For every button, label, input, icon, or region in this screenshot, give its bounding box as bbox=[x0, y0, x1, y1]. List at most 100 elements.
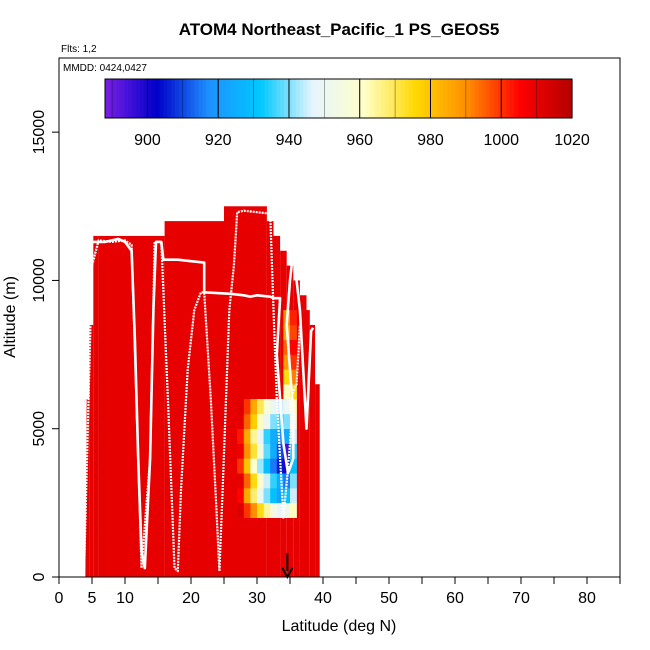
x-tick-label-0: 0 bbox=[55, 590, 64, 607]
heat-cell-48 bbox=[257, 428, 264, 444]
colorbar-swatch-99 bbox=[490, 79, 495, 118]
colorbar-swatch-12 bbox=[151, 79, 157, 118]
heat-cell-83 bbox=[290, 310, 297, 326]
heat-cell-9 bbox=[237, 488, 245, 504]
colorbar-swatch-17 bbox=[171, 79, 176, 118]
colorbar-swatch-24 bbox=[198, 79, 203, 118]
colorbar-swatch-78 bbox=[408, 79, 414, 118]
heat-cell-27 bbox=[237, 458, 245, 474]
colorbar-swatch-115 bbox=[552, 79, 558, 118]
colorbar-swatch-15 bbox=[163, 79, 168, 118]
colorbar-swatch-9 bbox=[140, 79, 145, 118]
colorbar-swatch-53 bbox=[311, 79, 316, 118]
colorbar-swatch-94 bbox=[470, 79, 476, 118]
heatmap-layer bbox=[84, 206, 320, 578]
colorbar-swatch-23 bbox=[194, 79, 199, 118]
colorbar-swatch-104 bbox=[509, 79, 515, 118]
colorbar-swatch-117 bbox=[560, 79, 565, 118]
heat-cell-54 bbox=[237, 413, 245, 430]
y-tick-label-1: 5000 bbox=[31, 411, 48, 447]
heat-cell-77 bbox=[290, 354, 297, 370]
colorbar-swatch-33 bbox=[233, 79, 238, 118]
colorbar-swatch-101 bbox=[498, 79, 503, 118]
x-tick-label-5: 40 bbox=[314, 590, 332, 607]
colorbar-frame bbox=[104, 78, 573, 119]
colorbar-swatch-84 bbox=[431, 79, 437, 118]
colorbar-swatch-2 bbox=[112, 79, 118, 118]
colorbar-swatch-67 bbox=[365, 79, 371, 118]
colorbar-swatch-108 bbox=[525, 79, 530, 118]
colorbar-swatch-82 bbox=[424, 79, 429, 118]
colorbar-tick-label-1: 920 bbox=[205, 132, 232, 149]
colorbar-swatch-4 bbox=[120, 79, 126, 118]
colorbar-swatch-8 bbox=[136, 79, 141, 118]
colorbar-swatch-47 bbox=[287, 79, 293, 118]
heat-cell-38 bbox=[250, 443, 258, 459]
colorbar-swatch-43 bbox=[272, 79, 277, 118]
colorbar-swatch-103 bbox=[505, 79, 511, 118]
colorbar-swatch-68 bbox=[369, 79, 375, 118]
heat-cell-59 bbox=[270, 413, 278, 430]
colorbar-swatch-29 bbox=[217, 79, 223, 118]
colorbar-swatch-59 bbox=[334, 79, 340, 118]
colorbar-swatch-116 bbox=[556, 79, 561, 118]
heat-cell-65 bbox=[250, 399, 258, 415]
x-tick-label-3: 20 bbox=[182, 590, 200, 607]
colorbar-swatch-40 bbox=[260, 79, 266, 118]
colorbar-swatch-19 bbox=[178, 79, 184, 118]
colorbar-swatch-62 bbox=[346, 79, 351, 118]
heat-cell-23 bbox=[270, 473, 278, 489]
heat-cell-17 bbox=[290, 488, 297, 504]
colorbar-swatch-98 bbox=[486, 79, 491, 118]
colorbar-swatch-64 bbox=[354, 79, 359, 118]
colorbar-swatch-86 bbox=[439, 79, 445, 118]
colorbar-swatch-0 bbox=[105, 79, 110, 118]
colorbar-swatch-49 bbox=[295, 79, 301, 118]
heat-cell-22 bbox=[263, 473, 271, 489]
heat-cell-14 bbox=[270, 488, 278, 504]
heat-cell-28 bbox=[243, 458, 251, 474]
heat-column-13 bbox=[309, 324, 316, 577]
colorbar-swatch-107 bbox=[521, 79, 526, 118]
heat-column-4 bbox=[164, 221, 224, 577]
x-axis: 0 5 10 20 30 40 50 60 70 80 bbox=[55, 577, 621, 607]
colorbar-swatch-44 bbox=[276, 79, 281, 118]
y-axis-label: Altitude (m) bbox=[2, 276, 19, 358]
colorbar-swatch-87 bbox=[443, 79, 449, 118]
x-tick-label-2: 10 bbox=[116, 590, 134, 607]
colorbar-swatch-22 bbox=[190, 79, 196, 118]
colorbar-swatch-16 bbox=[167, 79, 172, 118]
heat-cell-6 bbox=[276, 502, 284, 518]
colorbar-swatch-18 bbox=[175, 79, 180, 118]
colorbar-swatch-61 bbox=[342, 79, 347, 118]
colorbar-tick-label-4: 980 bbox=[417, 132, 444, 149]
colorbar-swatch-97 bbox=[482, 79, 487, 118]
colorbar-swatch-39 bbox=[256, 79, 262, 118]
heat-cell-15 bbox=[276, 488, 284, 504]
flight-track-2 bbox=[83, 209, 301, 573]
heat-cell-37 bbox=[243, 443, 251, 459]
colorbar-swatch-38 bbox=[252, 79, 258, 118]
heat-cell-18 bbox=[237, 473, 245, 489]
heat-cell-75 bbox=[290, 369, 297, 385]
heat-cell-64 bbox=[243, 399, 251, 415]
colorbar-swatch-112 bbox=[540, 79, 546, 118]
heat-cell-19 bbox=[243, 473, 251, 489]
heat-cell-55 bbox=[243, 413, 251, 430]
colorbar-swatch-113 bbox=[544, 79, 550, 118]
heat-cell-7 bbox=[283, 502, 291, 518]
colorbar-swatch-77 bbox=[404, 79, 410, 118]
colorbar-swatch-70 bbox=[377, 79, 382, 118]
colorbar-swatch-41 bbox=[264, 79, 270, 118]
heat-column-1 bbox=[89, 324, 94, 577]
dates-label: MMDD: 0424,0427 bbox=[63, 63, 147, 74]
heat-cell-57 bbox=[257, 413, 264, 430]
colorbar-swatch-42 bbox=[268, 79, 273, 118]
heat-cell-26 bbox=[290, 473, 297, 489]
colorbar-swatch-32 bbox=[229, 79, 235, 118]
heat-cell-8 bbox=[290, 502, 297, 518]
colorbar: 900 920 940 960 980 1000 1020 bbox=[104, 78, 590, 149]
heat-cell-56 bbox=[250, 413, 258, 430]
colorbar-tick-label-6: 1020 bbox=[554, 132, 590, 149]
colorbar-swatch-79 bbox=[412, 79, 417, 118]
